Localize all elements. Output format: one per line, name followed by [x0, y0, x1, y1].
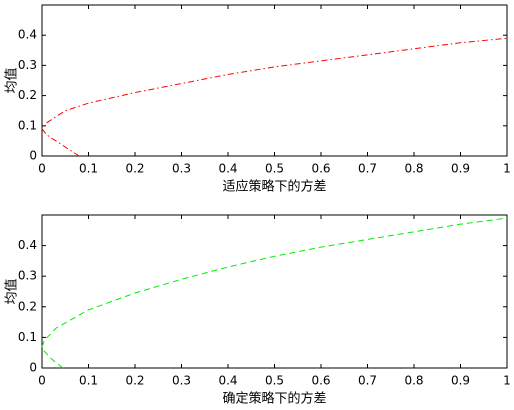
x-tick-label: 0 [38, 374, 46, 388]
x-tick-label: 0.2 [125, 374, 144, 388]
x-tick-label: 0.5 [265, 162, 284, 176]
y-tick-label: 0.4 [18, 238, 37, 252]
axes-box [41, 4, 508, 157]
y-tick-label: 0.1 [18, 118, 37, 132]
x-tick-label: 0.3 [172, 374, 191, 388]
x-tick-label: 0.8 [404, 374, 423, 388]
x-tick-label: 0.7 [358, 374, 377, 388]
y-tick-label: 0.4 [18, 28, 37, 42]
x-tick-label: 1 [503, 374, 511, 388]
x-tick-label: 0.4 [218, 374, 237, 388]
y-tick-label: 0.3 [18, 58, 37, 72]
y-tick-label: 0.1 [18, 330, 37, 344]
x-axis-label: 确定策略下的方差 [222, 391, 326, 407]
x-tick-label: 0.7 [358, 162, 377, 176]
x-tick-label: 0.6 [311, 374, 330, 388]
x-tick-label: 0.3 [172, 162, 191, 176]
x-tick-label: 1 [503, 162, 511, 176]
x-tick-label: 0.1 [79, 374, 98, 388]
x-tick-label: 0.8 [404, 162, 423, 176]
series-line [41, 217, 508, 369]
x-axis-label: 适应策略下的方差 [222, 179, 326, 195]
y-tick-label: 0.2 [18, 88, 37, 102]
axes-box [41, 214, 508, 369]
x-tick-label: 0.6 [311, 162, 330, 176]
y-tick-label: 0.3 [18, 269, 37, 283]
x-tick-label: 0.1 [79, 162, 98, 176]
x-tick-label: 0.9 [451, 374, 470, 388]
x-tick-label: 0.9 [451, 162, 470, 176]
x-tick-label: 0 [38, 162, 46, 176]
y-tick-label: 0 [29, 149, 37, 163]
x-tick-label: 0.4 [218, 162, 237, 176]
x-tick-label: 0.2 [125, 162, 144, 176]
series-line [41, 37, 508, 157]
y-axis-label: 均值 [4, 67, 20, 93]
y-axis-label: 均值 [4, 278, 20, 304]
y-tick-label: 0.2 [18, 299, 37, 313]
y-tick-label: 0 [29, 361, 37, 375]
x-tick-label: 0.5 [265, 374, 284, 388]
